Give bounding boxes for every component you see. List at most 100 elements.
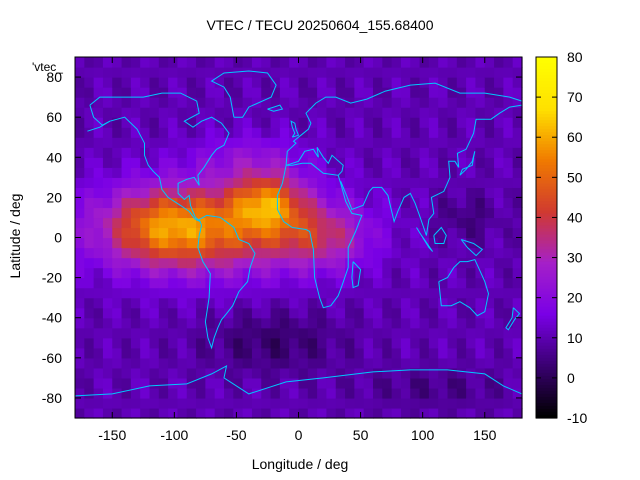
heatmap-cell [382,377,393,389]
heatmap-cell [447,337,458,349]
heatmap-cell [484,187,495,198]
heatmap-cell [354,347,365,359]
coastline-segment [276,162,363,309]
heatmap-cell [140,87,151,98]
heatmap-cell [475,327,486,339]
heatmap-cell [484,377,495,389]
heatmap-cell [307,97,318,108]
coastline-segment [433,226,447,244]
heatmap-cell [121,337,132,349]
heatmap-cell [503,407,514,419]
heatmap-cell [494,247,504,259]
heatmap-cell [373,357,383,369]
colorbar-segment [536,141,557,145]
heatmap-cell [224,157,234,168]
heatmap-cell [298,287,309,299]
heatmap-cell [168,77,179,88]
heatmap-cell [270,117,281,128]
heatmap-cell [186,107,197,118]
heatmap-cell [512,87,523,98]
colorbar-segment [536,267,557,272]
colorbar-segment [536,327,557,332]
heatmap-cell [121,197,132,209]
heatmap-cell [121,267,132,279]
heatmap-cell [354,327,365,339]
heatmap-cell [233,227,244,239]
heatmap-cell [102,277,113,289]
heatmap-cell [205,197,216,209]
heatmap-cell [158,117,169,128]
heatmap-cell [494,57,504,68]
heatmap-cell [419,137,430,148]
heatmap-cell [270,207,281,219]
heatmap-cell [84,257,95,269]
heatmap-cell [93,257,104,269]
heatmap-cell [363,287,374,299]
heatmap-cell [363,127,374,138]
heatmap-cell [373,197,383,209]
heatmap-cell [242,177,253,188]
heatmap-cell [354,287,365,299]
heatmap-cell [93,387,104,399]
heatmap-cell [484,117,495,128]
colorbar-segment [536,354,557,359]
heatmap-cell [261,147,272,158]
heatmap-cell [233,267,244,279]
heatmap-cell [158,177,169,188]
heatmap-cell [456,337,467,349]
heatmap-cell [494,277,504,289]
heatmap-cell [121,207,132,219]
heatmap-cell [503,337,514,349]
heatmap-cell [242,367,253,379]
heatmap-cell [214,77,225,88]
heatmap-cell [363,67,374,78]
heatmap-cell [512,287,523,299]
heatmap-cell [466,177,477,188]
heatmap-cell [428,257,439,269]
colorbar-segment [536,396,557,401]
heatmap-cell [419,267,430,279]
heatmap-cell [494,357,504,369]
heatmap-cell [354,77,365,88]
heatmap-cell [102,107,113,118]
heatmap-cell [419,167,430,178]
colorbar-segment [536,129,557,133]
heatmap-cell [251,247,262,259]
heatmap-cell [373,87,383,98]
heatmap-cell [242,97,253,108]
heatmap-cell [512,327,523,339]
heatmap-cell [475,147,486,158]
heatmap-cell [270,227,281,239]
heatmap-cell [186,137,197,148]
heatmap-cell [354,57,365,68]
heatmap-cell [512,197,523,209]
colorbar-segment [536,312,557,317]
y-tick-label: 80 [46,69,62,85]
heatmap-cell [298,327,309,339]
heatmap-cell [428,237,439,249]
heatmap-cell [130,157,141,168]
heatmap-cell [382,257,393,269]
heatmap-cell [158,257,169,269]
heatmap-cell [447,197,458,209]
heatmap-cell [242,257,253,269]
heatmap-cell [373,227,383,239]
heatmap-cell [186,147,197,158]
heatmap-cell [158,67,169,78]
heatmap-cell [382,117,393,128]
heatmap-cell [121,57,132,68]
plot-key-label: 'vtec_ [32,60,63,74]
heatmap-cell [410,357,421,369]
heatmap-cell [345,147,355,158]
heatmap-cell [261,357,272,369]
heatmap-cell [224,217,234,229]
heatmap-cell [382,407,393,419]
heatmap-cell [391,237,402,249]
heatmap-cell [186,57,197,68]
heatmap-cell [186,167,197,178]
heatmap-cell [438,97,449,108]
heatmap-cell [196,177,206,188]
heatmap-cell [177,97,188,108]
